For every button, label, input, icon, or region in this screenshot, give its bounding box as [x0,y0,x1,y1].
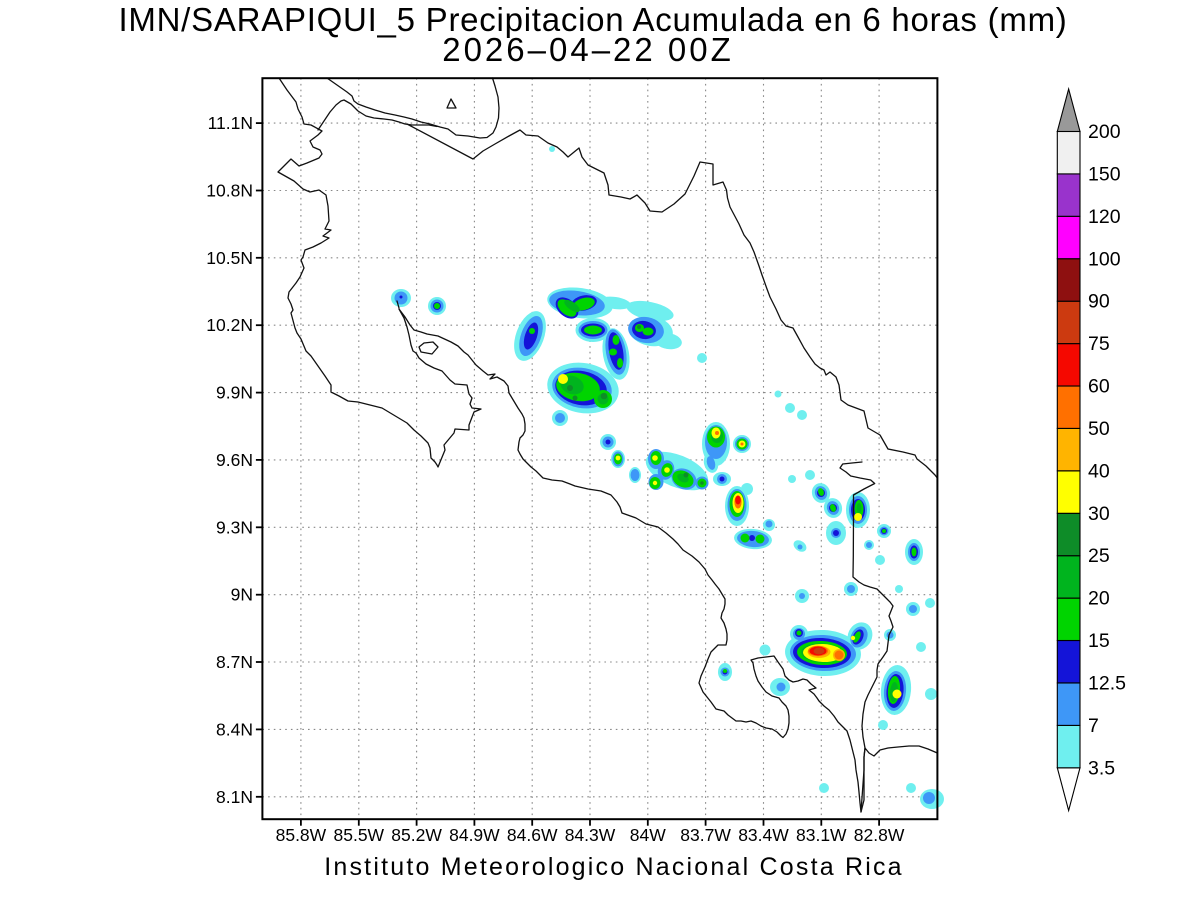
svg-text:85.2W: 85.2W [391,825,442,845]
svg-text:82.8W: 82.8W [854,825,905,845]
svg-text:84.6W: 84.6W [507,825,558,845]
svg-text:3.5: 3.5 [1088,757,1115,779]
svg-text:9N: 9N [231,585,253,605]
svg-text:40: 40 [1088,460,1110,482]
svg-text:84.9W: 84.9W [449,825,500,845]
svg-text:10.5N: 10.5N [206,248,253,268]
svg-text:90: 90 [1088,291,1110,313]
svg-text:10.8N: 10.8N [206,181,253,201]
svg-text:60: 60 [1088,376,1110,398]
svg-text:11.1N: 11.1N [208,113,253,133]
svg-text:8.7N: 8.7N [216,652,253,672]
svg-text:85.5W: 85.5W [334,825,385,845]
svg-text:2026–04–22 00Z: 2026–04–22 00Z [442,31,734,68]
svg-text:9.9N: 9.9N [216,383,253,403]
svg-text:IMN/SARAPIQUI_5 Precipitacion: IMN/SARAPIQUI_5 Precipitacion Acumulada … [118,1,1067,38]
svg-text:85.8W: 85.8W [276,825,327,845]
svg-text:83.1W: 83.1W [796,825,847,845]
svg-text:8.4N: 8.4N [216,719,253,739]
svg-text:200: 200 [1088,121,1121,143]
svg-text:83.4W: 83.4W [738,825,789,845]
svg-text:75: 75 [1088,333,1110,355]
svg-text:50: 50 [1088,418,1110,440]
svg-text:150: 150 [1088,163,1121,185]
svg-text:84W: 84W [630,825,666,845]
svg-text:83.7W: 83.7W [680,825,731,845]
svg-text:7: 7 [1088,715,1099,737]
svg-text:30: 30 [1088,503,1110,525]
svg-text:9.6N: 9.6N [216,450,253,470]
svg-text:20: 20 [1088,588,1110,610]
svg-text:9.3N: 9.3N [216,517,253,537]
svg-text:12.5: 12.5 [1088,673,1126,695]
svg-text:8.1N: 8.1N [216,787,253,807]
svg-text:Instituto Meteorologico Nacion: Instituto Meteorologico Nacional Costa R… [324,853,904,881]
svg-text:120: 120 [1088,206,1121,228]
svg-text:84.3W: 84.3W [565,825,616,845]
svg-text:15: 15 [1088,630,1110,652]
svg-text:25: 25 [1088,545,1110,567]
svg-text:10.2N: 10.2N [206,315,253,335]
svg-text:100: 100 [1088,248,1121,270]
